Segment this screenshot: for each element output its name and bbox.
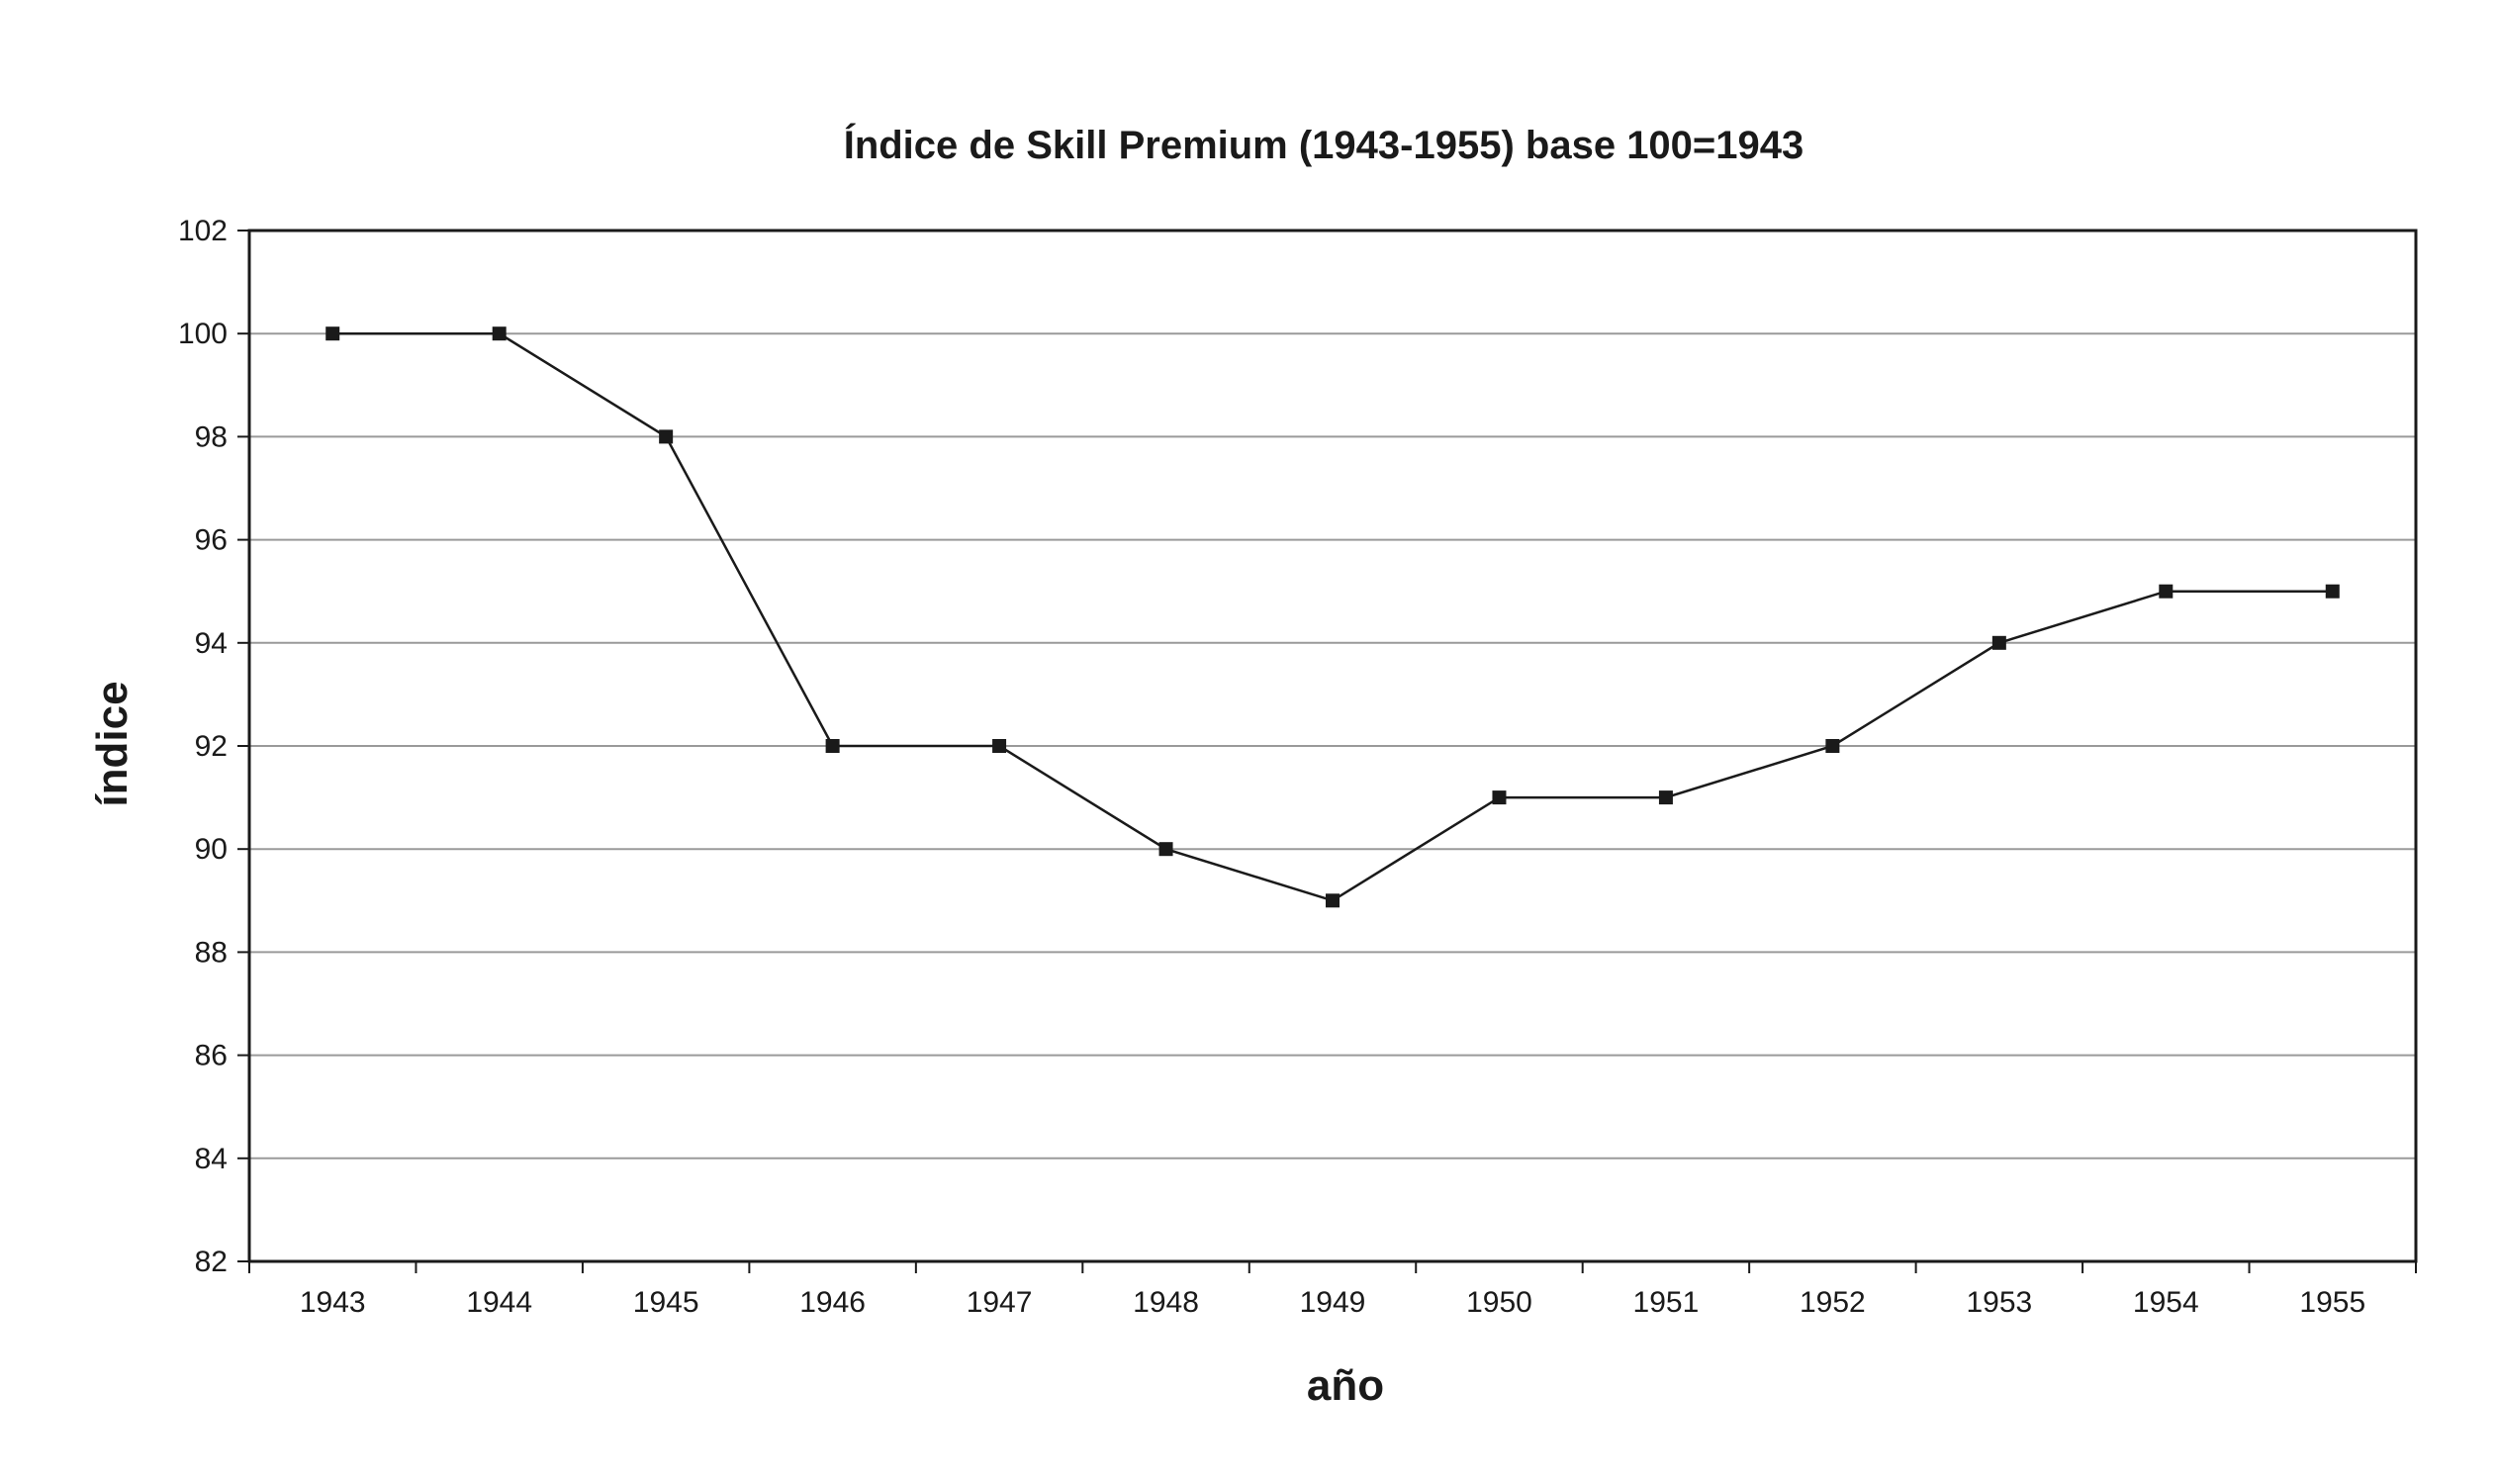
data-point [1991,635,2006,650]
y-axis: 82 84 86 88 90 92 94 96 98 100 102 [178,215,249,1278]
y-tick-label: 96 [195,524,228,557]
x-tick-label: 1947 [967,1286,1033,1319]
x-tick-label: 1949 [1300,1286,1366,1319]
y-tick-label: 90 [195,833,228,866]
data-point [992,739,1007,753]
data-point [1158,842,1173,857]
x-tick-label: 1948 [1133,1286,1199,1319]
data-point [1492,790,1507,805]
data-point [1658,790,1673,805]
data-point [1825,739,1840,753]
y-axis-title: índice [88,681,137,806]
x-tick-label: 1946 [799,1286,866,1319]
data-point [1326,893,1340,908]
x-tick-label: 1954 [2133,1286,2199,1319]
data-point [2159,584,2173,599]
y-tick-label: 82 [195,1246,228,1278]
data-point [825,739,840,753]
x-tick-label: 1950 [1466,1286,1532,1319]
x-tick-label: 1944 [466,1286,532,1319]
data-point [492,326,507,341]
x-tick-label: 1945 [633,1286,699,1319]
series [325,326,2340,908]
data-point [325,326,340,341]
y-tick-label: 92 [195,730,228,763]
gridlines [249,332,2416,1159]
y-tick-label: 100 [178,318,228,350]
y-tick-label: 88 [195,936,228,969]
x-axis-title: año [1307,1361,1384,1410]
data-point [2325,584,2340,599]
x-tick-label: 1953 [1966,1286,2032,1319]
x-axis: 1943 1944 1945 1946 1947 1948 1949 1950 1951 1952… [248,1261,2417,1319]
data-point [659,429,674,444]
y-tick-label: 84 [195,1143,228,1175]
y-tick-label: 86 [195,1040,228,1072]
y-tick-label: 102 [178,215,228,247]
chart-title: Índice de Skill Premium (1943-1955) base… [844,123,1804,167]
x-tick-label: 1952 [1800,1286,1866,1319]
x-tick-label: 1943 [300,1286,366,1319]
series-line [332,331,2333,902]
y-tick-label: 98 [195,420,228,453]
y-tick-label: 94 [195,627,228,660]
x-tick-label: 1951 [1633,1286,1700,1319]
x-tick-label: 1955 [2299,1286,2365,1319]
